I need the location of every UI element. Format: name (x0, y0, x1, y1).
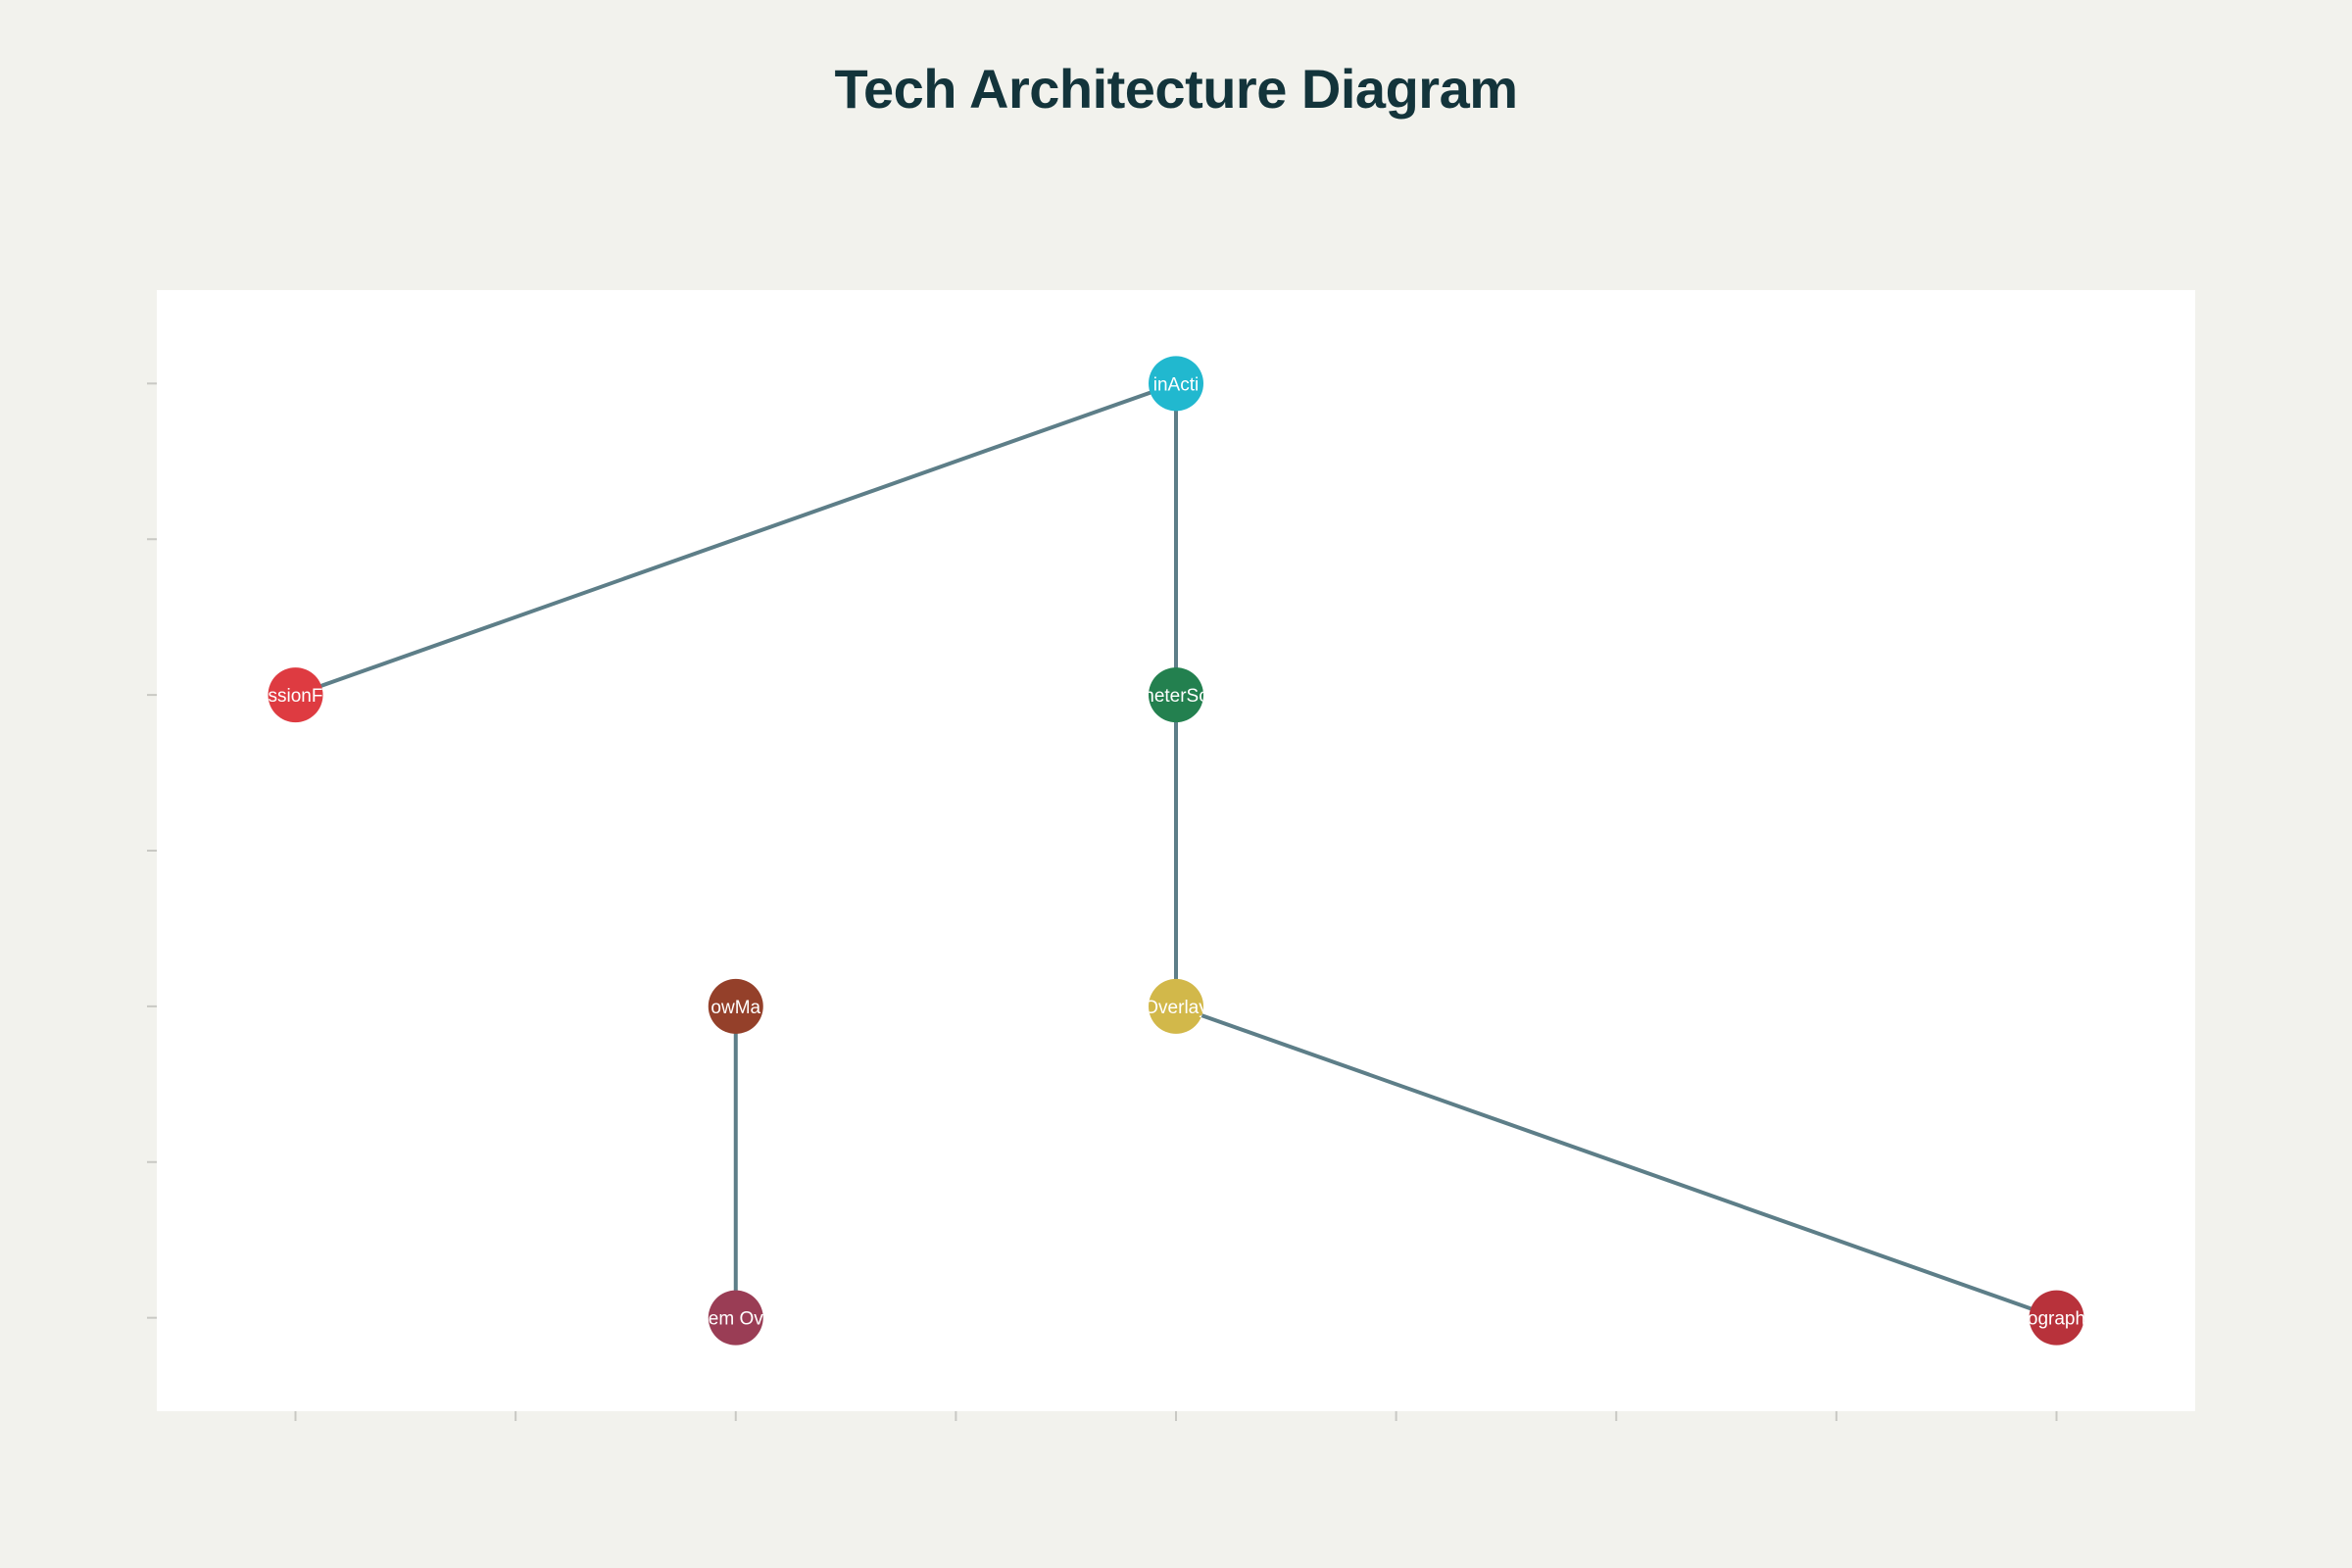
node-label: Overlay (1144, 998, 1208, 1018)
nodes-layer: inActi ssionF neterSc owMa Overlay em Ov ograp… (268, 356, 2085, 1346)
node-label: inActi (1153, 374, 1199, 395)
node-n1[interactable]: inActi (1149, 356, 1203, 412)
node-circle[interactable] (1149, 356, 1203, 412)
node-n4[interactable]: owMa (708, 978, 763, 1034)
node-n7[interactable]: ograph (2028, 1290, 2085, 1346)
node-label: em Ov (709, 1309, 763, 1330)
node-circle[interactable] (2029, 1290, 2084, 1346)
node-circle[interactable] (1149, 978, 1203, 1034)
node-n5[interactable]: Overlay (1144, 978, 1208, 1034)
node-n3[interactable]: neterSc (1144, 667, 1207, 723)
node-n6[interactable]: em Ov (708, 1290, 763, 1346)
node-label: owMa (710, 998, 760, 1018)
node-circle[interactable] (1149, 667, 1203, 723)
node-n2[interactable]: ssionF (268, 667, 323, 723)
node-label: ssionF (269, 686, 323, 707)
axis-ticks (147, 382, 2058, 1421)
node-circle[interactable] (268, 667, 323, 723)
edge-line (294, 381, 1177, 697)
edges-layer (294, 381, 2058, 1320)
node-circle[interactable] (708, 978, 763, 1034)
node-circle[interactable] (708, 1290, 763, 1346)
node-label: ograph (2028, 1309, 2085, 1330)
chart-title: Tech Architecture Diagram (834, 58, 1518, 120)
edge-line (1175, 1004, 2058, 1320)
node-label: neterSc (1144, 686, 1207, 707)
